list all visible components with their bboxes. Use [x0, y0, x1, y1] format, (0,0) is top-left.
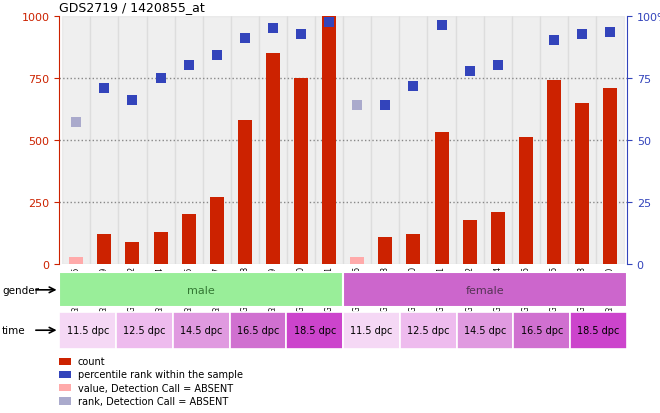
- Bar: [570, 312, 627, 349]
- Text: 18.5 dpc: 18.5 dpc: [294, 325, 336, 335]
- Bar: [266, 54, 280, 264]
- Point: [465, 69, 475, 76]
- Bar: [59, 312, 116, 349]
- Bar: [457, 312, 513, 349]
- Bar: [350, 257, 364, 264]
- Bar: [286, 312, 343, 349]
- Bar: [210, 197, 224, 264]
- Point: [324, 19, 335, 26]
- Point: [408, 84, 418, 90]
- Point: [380, 102, 391, 109]
- Bar: [519, 138, 533, 264]
- Bar: [231, 17, 259, 264]
- Point: [240, 36, 250, 42]
- Bar: [568, 17, 596, 264]
- Bar: [513, 312, 570, 349]
- Bar: [434, 133, 449, 264]
- Text: percentile rank within the sample: percentile rank within the sample: [78, 370, 243, 380]
- Text: GDS2719 / 1420855_at: GDS2719 / 1420855_at: [59, 1, 205, 14]
- Bar: [294, 78, 308, 264]
- Bar: [378, 237, 393, 264]
- Text: 14.5 dpc: 14.5 dpc: [180, 325, 222, 335]
- Bar: [372, 17, 399, 264]
- Bar: [491, 212, 505, 264]
- Point: [127, 97, 138, 104]
- Point: [605, 29, 615, 36]
- Text: 12.5 dpc: 12.5 dpc: [123, 325, 166, 335]
- Point: [71, 120, 82, 126]
- Bar: [603, 88, 617, 264]
- Point: [268, 26, 279, 32]
- Bar: [400, 312, 457, 349]
- Text: 16.5 dpc: 16.5 dpc: [521, 325, 563, 335]
- Bar: [463, 221, 477, 264]
- Bar: [259, 17, 287, 264]
- Text: 11.5 dpc: 11.5 dpc: [67, 325, 109, 335]
- Bar: [182, 215, 195, 264]
- Bar: [175, 17, 203, 264]
- Point: [577, 32, 587, 38]
- Bar: [97, 235, 112, 264]
- Bar: [59, 273, 343, 308]
- Point: [211, 53, 222, 59]
- Bar: [540, 17, 568, 264]
- Point: [183, 63, 194, 69]
- Bar: [62, 17, 90, 264]
- Point: [492, 63, 503, 69]
- Bar: [455, 17, 484, 264]
- Bar: [512, 17, 540, 264]
- Bar: [322, 17, 336, 264]
- Bar: [116, 312, 173, 349]
- Text: rank, Detection Call = ABSENT: rank, Detection Call = ABSENT: [78, 396, 228, 406]
- Bar: [596, 17, 624, 264]
- Text: 14.5 dpc: 14.5 dpc: [464, 325, 506, 335]
- Text: gender: gender: [2, 285, 39, 295]
- Bar: [399, 17, 428, 264]
- Point: [155, 75, 166, 82]
- Text: time: time: [2, 325, 26, 335]
- Text: count: count: [78, 356, 106, 366]
- Text: 16.5 dpc: 16.5 dpc: [237, 325, 279, 335]
- Bar: [407, 235, 420, 264]
- Text: male: male: [187, 285, 215, 295]
- Bar: [173, 312, 230, 349]
- Bar: [315, 17, 343, 264]
- Text: value, Detection Call = ABSENT: value, Detection Call = ABSENT: [78, 383, 233, 393]
- Bar: [69, 257, 83, 264]
- Point: [296, 32, 306, 38]
- Bar: [287, 17, 315, 264]
- Point: [352, 102, 362, 109]
- Text: 18.5 dpc: 18.5 dpc: [578, 325, 620, 335]
- Bar: [547, 81, 561, 264]
- Bar: [238, 121, 252, 264]
- Bar: [343, 312, 400, 349]
- Text: 11.5 dpc: 11.5 dpc: [350, 325, 393, 335]
- Bar: [203, 17, 231, 264]
- Point: [548, 38, 559, 45]
- Point: [99, 85, 110, 92]
- Text: female: female: [466, 285, 504, 295]
- Bar: [90, 17, 118, 264]
- Bar: [147, 17, 175, 264]
- Bar: [343, 17, 372, 264]
- Bar: [428, 17, 455, 264]
- Bar: [575, 103, 589, 264]
- Text: 12.5 dpc: 12.5 dpc: [407, 325, 449, 335]
- Bar: [484, 17, 512, 264]
- Point: [436, 23, 447, 30]
- Bar: [118, 17, 147, 264]
- Bar: [343, 273, 627, 308]
- Bar: [230, 312, 286, 349]
- Bar: [125, 242, 139, 264]
- Bar: [154, 232, 168, 264]
